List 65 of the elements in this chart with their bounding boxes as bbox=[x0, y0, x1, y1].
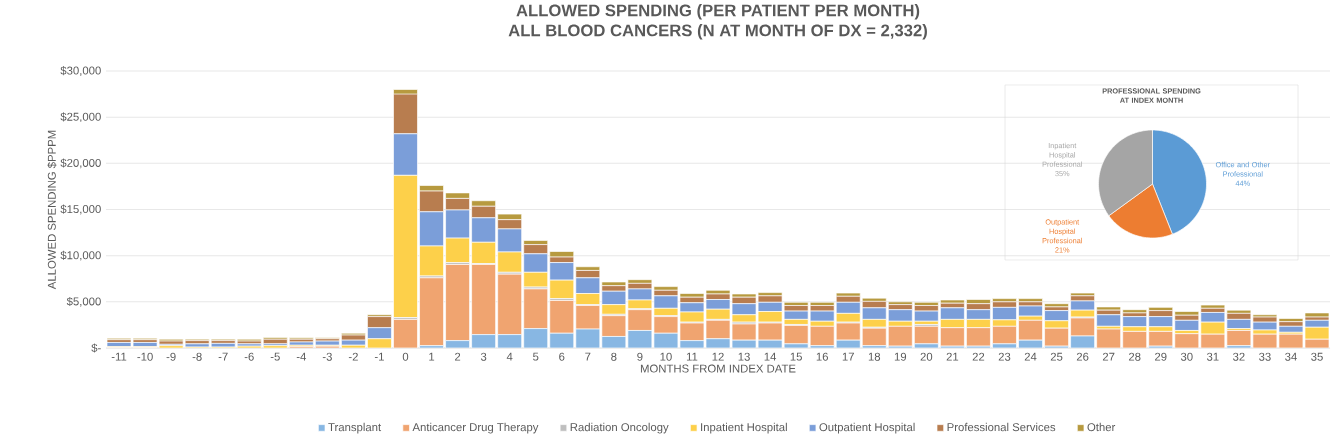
x-tick-label: 20 bbox=[920, 352, 933, 361]
x-tick-label: 5 bbox=[533, 352, 539, 361]
x-tick-label: 15 bbox=[790, 352, 802, 361]
legend-label: Other bbox=[1087, 422, 1116, 432]
x-tick-label: -1 bbox=[374, 352, 384, 361]
x-axis-title: MONTHS FROM INDEX DATE bbox=[640, 364, 796, 373]
x-tick-label: 23 bbox=[998, 352, 1011, 361]
x-tick-label: 10 bbox=[660, 352, 672, 361]
x-tick-label: 35 bbox=[1311, 352, 1323, 361]
y-tick-label: $15,000 bbox=[60, 204, 101, 215]
x-tick-label: 33 bbox=[1259, 352, 1271, 361]
x-tick-label: 13 bbox=[738, 352, 750, 361]
x-tick-label: 29 bbox=[1155, 352, 1167, 361]
x-tick-label: 18 bbox=[868, 352, 881, 361]
x-tick-label: 27 bbox=[1102, 352, 1115, 361]
y-tick-label: $10,000 bbox=[60, 250, 101, 261]
x-tick-label: 12 bbox=[712, 352, 724, 361]
x-tick-label: 0 bbox=[402, 352, 409, 361]
x-tick-label: 9 bbox=[637, 352, 643, 361]
y-tick-label: $20,000 bbox=[60, 158, 101, 169]
x-tick-label: 25 bbox=[1050, 352, 1063, 361]
legend-label: Transplant bbox=[328, 422, 382, 434]
y-axis-title: ALLOWED SPENDING $PPPM bbox=[47, 130, 57, 290]
chart-subtitle: ALL BLOOD CANCERS (N AT MONTH OF DX = 2,332) bbox=[508, 24, 927, 40]
x-tick-label: -5 bbox=[270, 352, 280, 361]
x-tick-label: -3 bbox=[322, 352, 332, 361]
x-tick-label: 24 bbox=[1024, 352, 1037, 361]
x-tick-label: 30 bbox=[1180, 352, 1193, 361]
x-tick-label: 4 bbox=[506, 352, 513, 361]
legend-label: Anticancer Drug Therapy bbox=[412, 422, 539, 434]
x-tick-label: -6 bbox=[244, 352, 254, 361]
legend-label: Radiation Oncology bbox=[570, 422, 669, 434]
y-tick-label: $25,000 bbox=[60, 112, 101, 123]
chart-title: ALLOWED SPENDING (PER PATIENT PER MONTH) bbox=[516, 4, 920, 20]
x-tick-label: 14 bbox=[764, 352, 777, 361]
legend-label: Professional Services bbox=[947, 422, 1056, 432]
x-tick-label: 21 bbox=[946, 352, 959, 361]
y-tick-label: $30,000 bbox=[60, 66, 101, 76]
y-tick-label: $5,000 bbox=[66, 296, 101, 307]
x-tick-label: 31 bbox=[1206, 352, 1219, 361]
x-tick-label: -8 bbox=[192, 352, 202, 361]
x-tick-label: -10 bbox=[137, 352, 153, 361]
x-tick-label: 34 bbox=[1285, 352, 1297, 361]
x-tick-label: 17 bbox=[842, 352, 854, 361]
x-tick-label: 26 bbox=[1076, 352, 1089, 361]
x-tick-label: -7 bbox=[218, 352, 228, 361]
legend-label: Outpatient Hospital bbox=[819, 422, 915, 434]
x-tick-label: 8 bbox=[611, 352, 617, 361]
x-tick-label: 7 bbox=[585, 352, 591, 361]
x-tick-label: -4 bbox=[296, 352, 307, 361]
x-tick-label: 32 bbox=[1233, 352, 1245, 361]
x-tick-label: 28 bbox=[1128, 352, 1141, 361]
x-tick-label: 2 bbox=[454, 352, 461, 361]
x-tick-label: 3 bbox=[480, 352, 487, 361]
x-tick-label: -9 bbox=[166, 352, 176, 361]
x-tick-label: 16 bbox=[816, 352, 828, 361]
x-tick-label: 1 bbox=[429, 352, 435, 361]
x-tick-label: -2 bbox=[348, 352, 358, 361]
x-tick-label: 19 bbox=[894, 352, 907, 361]
y-tick-label: $- bbox=[91, 343, 101, 353]
x-tick-label: 11 bbox=[686, 352, 698, 361]
x-tick-label: 6 bbox=[559, 352, 565, 361]
x-tick-label: -11 bbox=[111, 352, 127, 361]
x-tick-label: 22 bbox=[972, 352, 985, 361]
legend-label: Inpatient Hospital bbox=[701, 422, 787, 434]
